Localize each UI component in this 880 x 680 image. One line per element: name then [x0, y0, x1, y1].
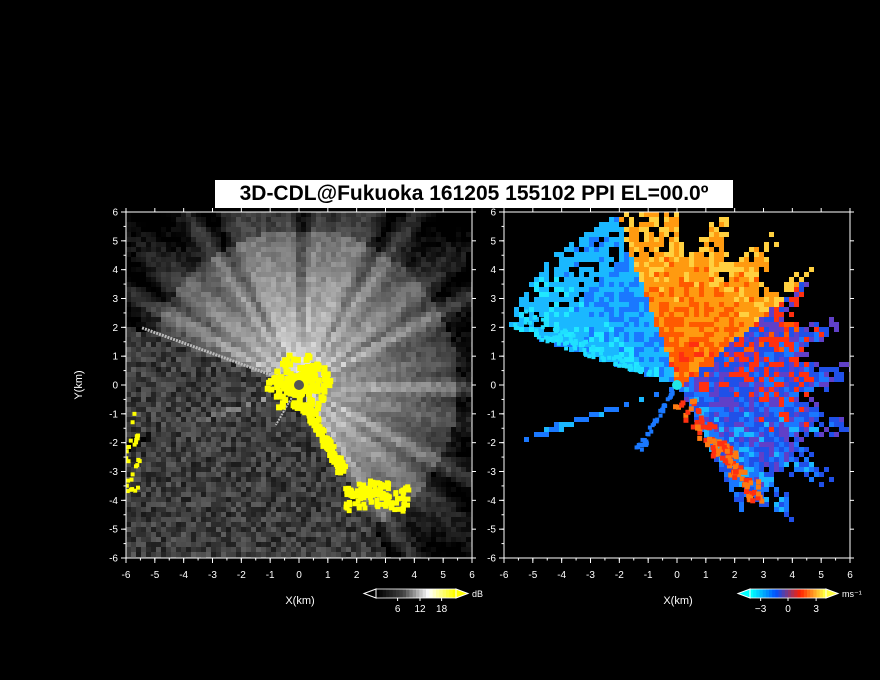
- colorbar-tick-label: −3: [755, 604, 767, 615]
- y-tick-label: -3: [487, 467, 496, 478]
- x-tick-label: 0: [296, 570, 302, 581]
- y-tick-label: 3: [490, 294, 496, 305]
- y-tick-label: -4: [487, 496, 496, 507]
- x-axis-label-right: X(km): [663, 595, 692, 607]
- y-tick-label: 2: [112, 323, 118, 334]
- x-tick-label: 6: [847, 570, 853, 581]
- x-tick-label: -2: [237, 570, 246, 581]
- y-tick-label: 0: [490, 381, 496, 392]
- x-tick-label: -6: [500, 570, 509, 581]
- y-tick-label: 1: [112, 352, 118, 363]
- x-tick-label: 3: [383, 570, 389, 581]
- x-tick-label: -4: [179, 570, 188, 581]
- x-tick-label: -1: [266, 570, 275, 581]
- colorbar-tick-label: 18: [436, 604, 448, 615]
- x-tick-label: 6: [469, 570, 475, 581]
- y-tick-label: 0: [112, 381, 118, 392]
- y-tick-label: 6: [112, 208, 118, 219]
- x-tick-label: 4: [412, 570, 418, 581]
- y-tick-label: 4: [490, 265, 496, 276]
- velocity-panel: -6 -5 -4 -3 -2 -1 0 1 2 3 4 5 6 -6 -5 -4 -3 -2 -1 0 1 2 3 4 5 6: [487, 208, 854, 581]
- colorbar-tick-label: 12: [414, 604, 426, 615]
- y-tick-label: -1: [487, 409, 496, 420]
- x-tick-label: 1: [703, 570, 709, 581]
- x-tick-label: -1: [644, 570, 653, 581]
- colorbar-tick-label: 3: [813, 604, 819, 615]
- y-tick-label: -4: [109, 496, 118, 507]
- y-tick-label: 6: [490, 208, 496, 219]
- x-tick-label: 5: [440, 570, 446, 581]
- y-tick-label: -1: [109, 409, 118, 420]
- y-tick-label: 2: [490, 323, 496, 334]
- y-tick-label: -5: [487, 525, 496, 536]
- x-tick-label: 1: [325, 570, 331, 581]
- y-tick-label: 4: [112, 265, 118, 276]
- x-tick-label: 2: [732, 570, 738, 581]
- colorbar-unit: dB: [472, 589, 483, 599]
- y-tick-label: -2: [109, 438, 118, 449]
- x-tick-label: -3: [586, 570, 595, 581]
- figure-title: 3D-CDL@Fukuoka 161205 155102 PPI EL=00.0…: [215, 180, 733, 208]
- x-tick-label: -4: [557, 570, 566, 581]
- y-tick-label: 1: [490, 352, 496, 363]
- x-tick-label: 5: [818, 570, 824, 581]
- y-tick-label: -6: [109, 554, 118, 565]
- x-tick-label: 2: [354, 570, 360, 581]
- intensity-colorbar: 6 12 18 dB: [362, 588, 483, 615]
- y-tick-label: -2: [487, 438, 496, 449]
- x-tick-label: -2: [615, 570, 624, 581]
- x-tick-label: 4: [790, 570, 796, 581]
- x-tick-label: 0: [674, 570, 680, 581]
- colorbar-tick-label: 0: [785, 604, 791, 615]
- x-tick-label: -5: [528, 570, 537, 581]
- y-tick-label: 5: [490, 236, 496, 247]
- x-axis-label-left: X(km): [285, 595, 314, 607]
- y-tick-label: 5: [112, 236, 118, 247]
- colorbar-tick-label: 6: [395, 604, 401, 615]
- velocity-colorbar: −3 0 3 ms⁻¹: [736, 588, 862, 615]
- x-tick-label: -6: [122, 570, 131, 581]
- colorbar-unit: ms⁻¹: [842, 589, 862, 599]
- y-tick-label: -5: [109, 525, 118, 536]
- x-tick-label: -5: [150, 570, 159, 581]
- y-tick-label: -6: [487, 554, 496, 565]
- x-tick-label: 3: [761, 570, 767, 581]
- y-axis-label: Y(km): [73, 370, 85, 399]
- y-tick-label: -3: [109, 467, 118, 478]
- x-tick-label: -3: [208, 570, 217, 581]
- intensity-panel: -6 -5 -4 -3 -2 -1 0 1 2 3 4 5 6 -6 -5 -4 -3 -2 -1 0 1 2 3 4 5 6: [109, 208, 476, 581]
- y-tick-label: 3: [112, 294, 118, 305]
